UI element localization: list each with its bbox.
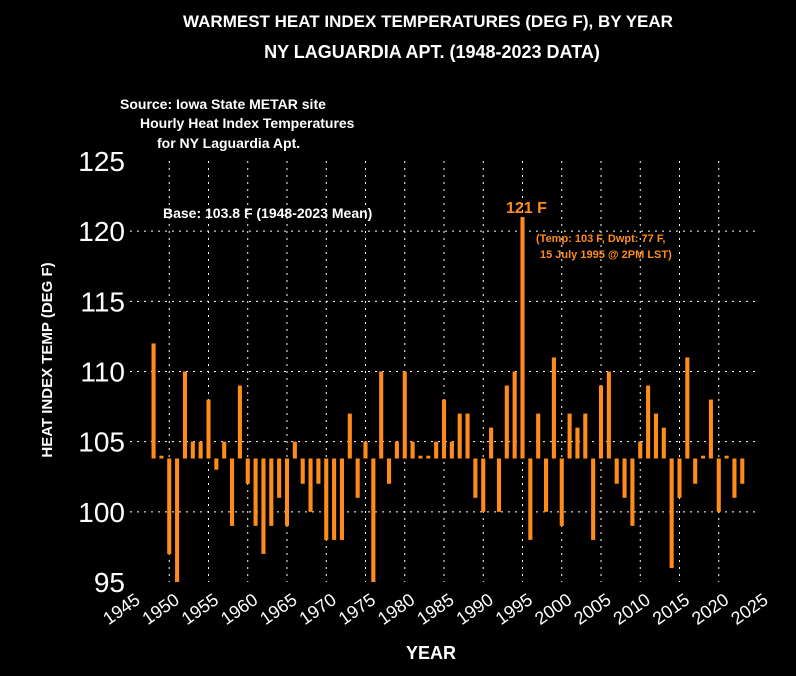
- bar-1971: [332, 458, 337, 540]
- bar-2015: [677, 458, 682, 498]
- y-axis-label: HEAT INDEX TEMP (DEG F): [39, 262, 56, 457]
- bar-1954: [198, 441, 203, 459]
- y-tick-label: 110: [80, 357, 125, 388]
- y-axis-ticks: 95 100 105 110 115 120 125: [78, 146, 125, 598]
- bar-1958: [230, 458, 235, 526]
- bar-1969: [316, 458, 321, 484]
- bar-1997: [536, 413, 541, 459]
- bar-2005: [598, 385, 604, 459]
- bar-1959: [237, 385, 242, 459]
- bar-1952: [182, 371, 187, 459]
- bar-2004: [591, 458, 596, 540]
- peak-value-label: 121 F: [506, 200, 547, 217]
- y-tick-label: 120: [78, 216, 125, 247]
- bar-1975: [363, 441, 368, 459]
- bar-2017: [693, 458, 698, 484]
- bar-1974: [355, 458, 360, 498]
- bar-1955: [206, 399, 211, 459]
- bar-1976: [371, 458, 376, 582]
- y-tick-label: 100: [78, 497, 125, 528]
- bar-1988: [465, 413, 470, 459]
- bar-1993: [504, 385, 509, 459]
- bar-1970: [324, 458, 329, 540]
- bar-2011: [646, 385, 651, 459]
- bar-2000: [559, 458, 564, 526]
- bar-1960: [245, 458, 250, 484]
- bar-2021: [724, 455, 729, 459]
- bar-1967: [300, 458, 305, 484]
- bar-1964: [277, 458, 282, 498]
- y-tick-label: 115: [80, 286, 125, 317]
- bar-1980: [402, 371, 407, 459]
- bar-1973: [347, 413, 352, 459]
- source-line-1: Source: Iowa State METAR site: [120, 96, 326, 112]
- bar-1978: [387, 458, 392, 484]
- base-label: Base: 103.8 F (1948-2023 Mean): [163, 205, 372, 221]
- bar-1995: [520, 217, 525, 459]
- bar-1963: [269, 458, 274, 526]
- bar-1948: [151, 343, 156, 459]
- bar-1981: [410, 441, 415, 459]
- bar-1996: [528, 458, 533, 540]
- y-tick-label: 95: [94, 567, 125, 598]
- bar-1950: [167, 458, 172, 554]
- bar-1986: [449, 441, 454, 459]
- bar-1987: [457, 413, 462, 459]
- bar-1966: [292, 441, 297, 459]
- bar-2012: [653, 413, 658, 459]
- bar-2018: [701, 455, 706, 459]
- y-tick-label: 105: [78, 427, 125, 458]
- bar-1961: [253, 458, 258, 526]
- bar-2009: [630, 458, 635, 526]
- source-line-2: Hourly Heat Index Temperatures: [140, 115, 355, 131]
- bar-2006: [606, 371, 611, 459]
- bar-1989: [473, 458, 478, 498]
- bar-1984: [434, 441, 439, 459]
- bar-1979: [394, 441, 399, 459]
- bar-1957: [222, 441, 227, 459]
- bar-1949: [159, 455, 164, 459]
- bar-2014: [669, 458, 674, 568]
- bar-1990: [481, 458, 486, 512]
- bar-1962: [261, 458, 266, 554]
- bar-1951: [175, 458, 180, 582]
- bar-1985: [441, 399, 447, 459]
- peak-note-line2: 15 July 1995 @ 2PM LST): [540, 249, 672, 261]
- bar-1982: [418, 455, 423, 459]
- bar-2002: [575, 427, 580, 459]
- bar-1999: [551, 357, 556, 459]
- bar-2020: [716, 458, 721, 512]
- source-line-3: for NY Laguardia Apt.: [157, 135, 300, 151]
- y-tick-label: 125: [78, 146, 125, 177]
- bars-group: [151, 217, 745, 582]
- bar-1992: [496, 458, 501, 512]
- bar-1965: [284, 458, 290, 526]
- bar-1998: [544, 458, 549, 512]
- bar-1956: [214, 458, 219, 470]
- bar-1994: [512, 371, 517, 459]
- bar-2016: [685, 357, 690, 459]
- bar-1953: [190, 441, 195, 459]
- bar-1972: [339, 458, 344, 540]
- peak-note-line1: (Temp: 103 F, Dwpt: 77 F,: [536, 233, 665, 245]
- chart-title-line2: NY LAGUARDIA APT. (1948-2023 DATA): [264, 42, 600, 62]
- bar-1983: [426, 455, 431, 459]
- bar-2023: [740, 458, 745, 484]
- bar-2010: [638, 441, 643, 459]
- bar-2003: [583, 413, 588, 459]
- x-axis-label: YEAR: [406, 643, 456, 663]
- bar-2008: [622, 458, 627, 498]
- bar-2022: [732, 458, 737, 498]
- chart-title-line1: WARMEST HEAT INDEX TEMPERATURES (DEG F),…: [183, 12, 673, 31]
- bar-2013: [661, 427, 666, 459]
- bar-2007: [614, 458, 619, 484]
- bar-1968: [308, 458, 313, 512]
- bar-1977: [379, 371, 384, 459]
- bar-2001: [567, 413, 572, 459]
- bar-1991: [489, 427, 494, 459]
- bar-2019: [708, 399, 713, 459]
